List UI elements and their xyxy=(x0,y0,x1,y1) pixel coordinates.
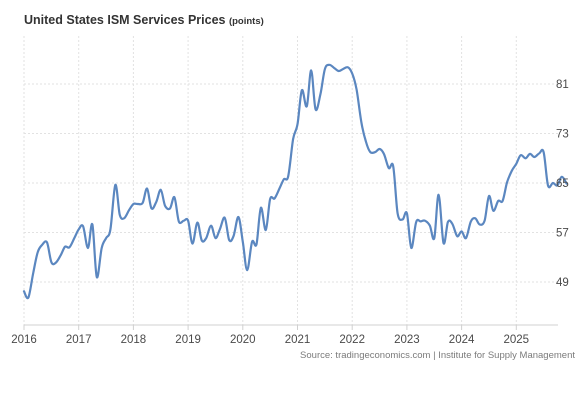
x-tick-label: 2021 xyxy=(285,334,311,346)
x-tick-label: 2020 xyxy=(230,334,256,346)
y-axis-tick-labels: 49 57 65 73 81 xyxy=(556,79,569,289)
y-tick-label: 73 xyxy=(556,129,569,141)
axes xyxy=(23,324,558,330)
x-tick-label: 2025 xyxy=(504,334,530,346)
chart-title: United States ISM Services Prices (point… xyxy=(24,13,264,27)
grid-lines xyxy=(23,36,558,325)
chart-unit: (points) xyxy=(228,16,264,27)
x-tick-label: 2016 xyxy=(11,334,37,346)
x-tick-label: 2022 xyxy=(339,334,365,346)
x-axis-tick-labels: 2016 2017 2018 2019 2020 2021 2022 2023 2024 2025 xyxy=(11,334,529,346)
x-tick-label: 2024 xyxy=(449,334,475,346)
y-tick-label: 65 xyxy=(556,178,569,190)
y-tick-label: 57 xyxy=(556,228,569,240)
x-tick-label: 2018 xyxy=(121,334,147,346)
x-tick-label: 2019 xyxy=(175,334,201,346)
series-line xyxy=(22,63,568,300)
x-tick-label: 2023 xyxy=(394,334,420,346)
y-tick-label: 81 xyxy=(556,79,569,91)
series-layer xyxy=(22,63,568,300)
chart-title-text: United States ISM Services Prices xyxy=(24,13,226,27)
x-tick-label: 2017 xyxy=(66,334,92,346)
source-note: Source: tradingeconomics.com | Institute… xyxy=(300,350,575,361)
y-tick-label: 49 xyxy=(556,277,569,289)
